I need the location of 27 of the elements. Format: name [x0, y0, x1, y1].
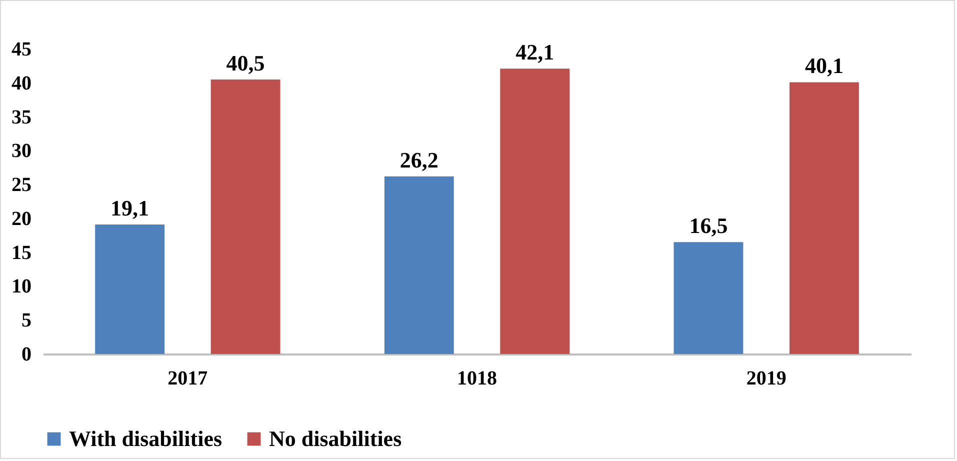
- bar: [210, 80, 280, 354]
- y-tick-label: 0: [22, 344, 32, 366]
- legend-label: No disabilities: [269, 426, 402, 451]
- data-label: 40,5: [226, 50, 265, 76]
- bar: [384, 176, 454, 354]
- data-label: 19,1: [110, 196, 150, 221]
- y-tick-label: 30: [12, 140, 32, 162]
- y-tick-label: 35: [12, 106, 32, 128]
- x-tick-label: 1018: [457, 368, 497, 390]
- bar: [500, 68, 570, 354]
- legend-label: With disabilities: [69, 426, 222, 451]
- data-label: 16,5: [689, 213, 728, 238]
- y-tick-label: 20: [12, 208, 32, 230]
- y-tick-label: 15: [12, 242, 32, 264]
- bar: [789, 82, 859, 354]
- x-tick-label: 2019: [746, 368, 786, 390]
- y-tick-label: 10: [12, 276, 32, 298]
- y-tick-label: 5: [22, 310, 32, 332]
- y-tick-label: 25: [12, 174, 32, 196]
- y-tick-label: 40: [12, 72, 32, 94]
- data-label: 26,2: [400, 147, 438, 172]
- data-label: 42,1: [516, 40, 554, 65]
- bar: [674, 242, 744, 354]
- data-label: 40,1: [804, 53, 844, 78]
- x-tick-label: 2017: [168, 368, 208, 390]
- bar: [95, 224, 165, 354]
- y-tick-label: 45: [12, 38, 32, 60]
